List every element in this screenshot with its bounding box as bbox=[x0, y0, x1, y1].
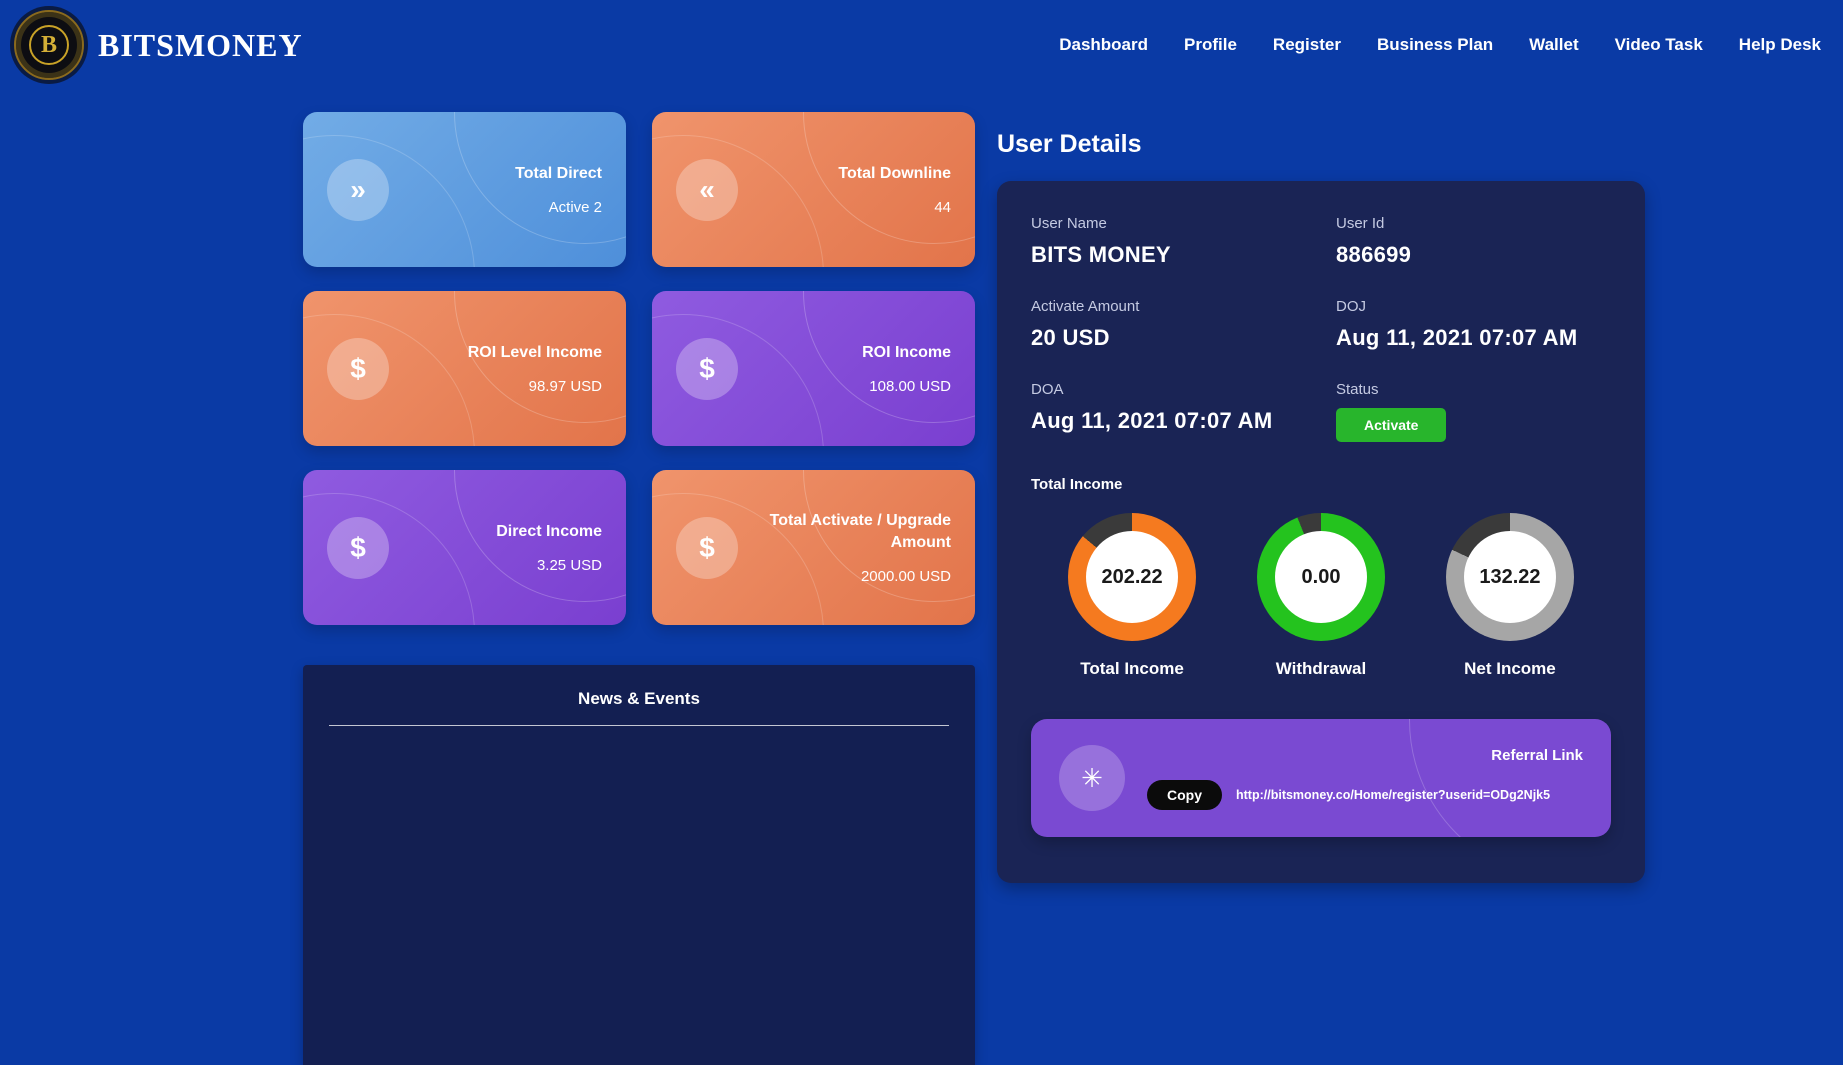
gauge-label: Net Income bbox=[1464, 659, 1556, 678]
nav-item-register[interactable]: Register bbox=[1272, 35, 1341, 54]
field-value: 20 USD bbox=[1031, 325, 1110, 350]
field-user-name: User Name BITS MONEY bbox=[1031, 215, 1306, 268]
field-label: User Name bbox=[1031, 215, 1107, 232]
card-value: Active 2 bbox=[548, 198, 602, 216]
nav-item-business-plan[interactable]: Business Plan bbox=[1376, 35, 1494, 54]
card-title: ROI Level Income bbox=[467, 344, 602, 362]
gauge-total-income: 202.22 Total Income bbox=[1039, 513, 1225, 679]
news-events-title: News & Events bbox=[578, 689, 700, 708]
total-income-label: Total Income bbox=[1031, 476, 1123, 493]
brand-name: BITSMONEY bbox=[98, 26, 303, 63]
user-details-card: User Name BITS MONEY User Id 886699 Acti… bbox=[997, 181, 1645, 883]
field-value: Aug 11, 2021 07:07 AM bbox=[1336, 325, 1578, 350]
field-user-id: User Id 886699 bbox=[1336, 215, 1611, 268]
field-status: Status Activate bbox=[1336, 381, 1611, 442]
dollar-icon: $ bbox=[327, 337, 389, 400]
referral-url[interactable]: http://bitsmoney.co/Home/register?userid… bbox=[1236, 787, 1551, 802]
logo-letter: B bbox=[29, 25, 69, 65]
field-doa: DOA Aug 11, 2021 07:07 AM bbox=[1031, 381, 1306, 442]
brand-logo-icon: B bbox=[14, 10, 84, 80]
referral-card: ✳ Referral Link Copy http://bitsmoney.co… bbox=[1031, 719, 1611, 837]
field-value: 886699 bbox=[1336, 242, 1412, 267]
gauge-label: Withdrawal bbox=[1275, 659, 1367, 678]
stat-cards-grid: » Total Direct Active 2 « Total Downline… bbox=[303, 112, 975, 625]
income-gauges: 202.22 Total Income 0.00 Withdrawal 132.… bbox=[1031, 513, 1611, 679]
card-value: 2000.00 USD bbox=[860, 567, 951, 585]
right-column: User Details User Name BITS MONEY User I… bbox=[997, 90, 1645, 1065]
referral-link-label: Referral Link bbox=[1491, 746, 1583, 764]
nav-item-video-task[interactable]: Video Task bbox=[1614, 35, 1703, 54]
nav-item-wallet[interactable]: Wallet bbox=[1529, 35, 1579, 54]
stat-card-roi-level-income: $ ROI Level Income 98.97 USD bbox=[303, 291, 626, 446]
field-label: DOA bbox=[1031, 381, 1064, 398]
status-activate-button[interactable]: Activate bbox=[1336, 408, 1447, 442]
field-value: BITS MONEY bbox=[1031, 242, 1171, 267]
total-income-donut: 202.22 bbox=[1068, 513, 1197, 641]
news-divider bbox=[329, 725, 949, 726]
stat-card-total-activate-upgrade: $ Total Activate / Upgrade Amount 2000.0… bbox=[652, 470, 975, 625]
dollar-icon: $ bbox=[676, 516, 738, 579]
dollar-icon: $ bbox=[676, 337, 738, 400]
card-value: 108.00 USD bbox=[869, 377, 951, 395]
nav-menu: Dashboard Profile Register Business Plan… bbox=[1059, 35, 1821, 55]
field-label: User Id bbox=[1336, 215, 1385, 232]
card-value: 44 bbox=[934, 198, 951, 216]
card-title: ROI Income bbox=[862, 344, 951, 362]
user-fields-grid: User Name BITS MONEY User Id 886699 Acti… bbox=[1031, 215, 1611, 472]
gauge-value: 0.00 bbox=[1274, 531, 1367, 623]
field-doj: DOJ Aug 11, 2021 07:07 AM bbox=[1336, 298, 1611, 351]
nav-item-profile[interactable]: Profile bbox=[1184, 35, 1237, 54]
brand[interactable]: B BITSMONEY bbox=[14, 10, 303, 80]
news-events-panel: News & Events bbox=[303, 665, 975, 1065]
card-value: 3.25 USD bbox=[536, 556, 602, 574]
card-title: Total Direct bbox=[515, 165, 602, 183]
withdrawal-donut: 0.00 bbox=[1256, 513, 1385, 641]
card-title: Total Downline bbox=[838, 165, 951, 183]
stat-card-direct-income: $ Direct Income 3.25 USD bbox=[303, 470, 626, 625]
gauge-label: Total Income bbox=[1080, 659, 1184, 678]
card-value: 98.97 USD bbox=[528, 377, 602, 395]
chevrons-right-icon: » bbox=[327, 158, 389, 221]
card-title: Direct Income bbox=[496, 523, 602, 541]
share-icon: ✳ bbox=[1059, 745, 1125, 811]
gauge-value: 202.22 bbox=[1086, 531, 1179, 623]
nav-item-help-desk[interactable]: Help Desk bbox=[1738, 35, 1821, 54]
gauge-net-income: 132.22 Net Income bbox=[1417, 513, 1603, 679]
stat-card-roi-income: $ ROI Income 108.00 USD bbox=[652, 291, 975, 446]
gauge-value: 132.22 bbox=[1463, 531, 1556, 623]
main-content: » Total Direct Active 2 « Total Downline… bbox=[0, 90, 1843, 1065]
field-activate-amount: Activate Amount 20 USD bbox=[1031, 298, 1306, 351]
left-column: » Total Direct Active 2 « Total Downline… bbox=[303, 90, 975, 1065]
nav-item-dashboard[interactable]: Dashboard bbox=[1059, 35, 1149, 54]
user-details-heading: User Details bbox=[997, 130, 1142, 158]
card-title: Total Activate / Upgrade Amount bbox=[769, 512, 951, 551]
gauge-withdrawal: 0.00 Withdrawal bbox=[1228, 513, 1414, 679]
field-label: Status bbox=[1336, 381, 1379, 398]
chevrons-left-icon: « bbox=[676, 158, 738, 221]
field-label: Activate Amount bbox=[1031, 298, 1140, 315]
field-value: Aug 11, 2021 07:07 AM bbox=[1031, 408, 1273, 433]
net-income-donut: 132.22 bbox=[1445, 513, 1574, 641]
stat-card-total-downline: « Total Downline 44 bbox=[652, 112, 975, 267]
dollar-icon: $ bbox=[327, 516, 389, 579]
field-label: DOJ bbox=[1336, 298, 1366, 315]
copy-button[interactable]: Copy bbox=[1147, 779, 1222, 810]
stat-card-total-direct: » Total Direct Active 2 bbox=[303, 112, 626, 267]
header: B BITSMONEY Dashboard Profile Register B… bbox=[0, 0, 1843, 90]
